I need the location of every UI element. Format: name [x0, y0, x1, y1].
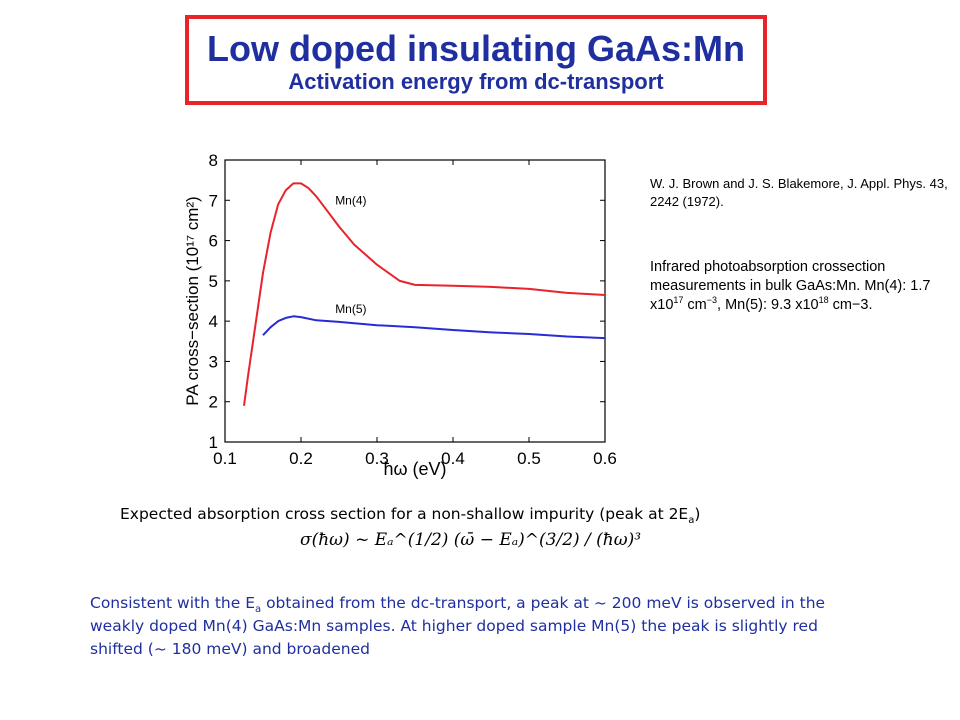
reference-citation: W. J. Brown and J. S. Blakemore, J. Appl… [650, 176, 948, 209]
series-line-mn4 [243, 182, 606, 406]
tick-group: 0.1 0.2 0.3 0.4 0.5 0.6 1 2 3 4 5 6 7 8 [209, 151, 617, 468]
series-annotation: Mn(4) [335, 193, 366, 207]
y-tick-label: 5 [209, 272, 218, 291]
y-tick-label: 2 [209, 393, 218, 412]
caption-text: Expected absorption cross section for a … [120, 505, 689, 523]
series-group [243, 182, 606, 406]
x-tick-label: 0.1 [213, 449, 237, 468]
caption-sub: a [688, 515, 695, 527]
pa-cross-section-chart: 0.1 0.2 0.3 0.4 0.5 0.6 1 2 3 4 5 6 7 8 Mn(4) Mn(5) ħω… [183, 151, 617, 479]
desc-text-1: Infrared photoabsorption crossection mea… [650, 259, 931, 313]
plot-frame [224, 159, 606, 443]
conclusion-part-1: Consistent with the E [90, 594, 255, 612]
desc-text-3: , Mn(5): 9.3 x10 [717, 297, 819, 313]
y-axis-label: PA cross−section (10¹⁷ cm²) [183, 196, 202, 405]
y-tick-label: 4 [209, 312, 218, 331]
desc-exp-2: −3 [706, 295, 718, 306]
annotation-group: Mn(4) Mn(5) [335, 193, 366, 316]
y-tick-label: 8 [209, 151, 218, 170]
page-title: Low doped insulating GaAs:Mn [207, 28, 745, 69]
x-tick-label: 0.2 [289, 449, 313, 468]
series-annotation: Mn(5) [335, 302, 366, 316]
y-tick-label: 7 [209, 191, 218, 210]
cross-section-formula: σ(ħω) ~ Eₐ^(1/2) (ω̄ − Eₐ)^(3/2) / (ħω)³ [300, 530, 642, 550]
x-tick-label: 0.6 [593, 449, 617, 468]
x-tick-label: 0.4 [441, 449, 465, 468]
desc-text-2: cm [683, 297, 707, 313]
y-tick-label: 3 [209, 352, 218, 371]
x-axis-label: ħω (eV) [383, 459, 446, 479]
conclusion-text: Consistent with the Ea obtained from the… [90, 592, 870, 661]
conclusion-part-2: obtained from the dc-transport, a peak a… [90, 594, 826, 658]
title-box: Low doped insulating GaAs:Mn Activation … [185, 15, 767, 105]
x-tick-label: 0.5 [517, 449, 541, 468]
conclusion-sub: a [255, 604, 262, 616]
x-tick-label: 0.3 [365, 449, 389, 468]
desc-exp-3: 18 [818, 295, 829, 306]
y-tick-label: 6 [209, 232, 218, 251]
measurement-description: Infrared photoabsorption crossection mea… [650, 258, 950, 315]
desc-text-4: cm−3. [828, 297, 873, 313]
y-tick-label: 1 [209, 433, 218, 452]
page-subtitle: Activation energy from dc-transport [288, 69, 664, 94]
series-line-mn5 [262, 315, 606, 340]
caption-close: ) [694, 505, 701, 523]
desc-exp-1: 17 [673, 295, 684, 306]
cross-section-caption: Expected absorption cross section for a … [120, 505, 701, 527]
